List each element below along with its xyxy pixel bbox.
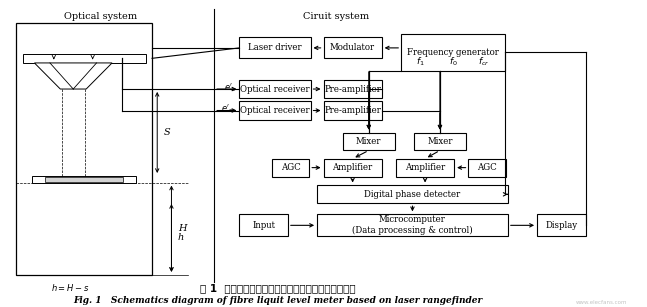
Text: Mixer: Mixer <box>356 137 382 146</box>
Bar <box>239 214 288 236</box>
Bar <box>401 34 505 71</box>
Bar <box>324 37 382 58</box>
Text: Amplifier: Amplifier <box>333 163 373 172</box>
Bar <box>317 214 508 236</box>
Bar <box>324 101 382 120</box>
Text: H: H <box>178 224 186 233</box>
Bar <box>537 214 586 236</box>
Text: $h=H-s$: $h=H-s$ <box>51 282 90 293</box>
Text: $e'_m$: $e'_m$ <box>221 103 236 115</box>
Bar <box>324 159 382 177</box>
Text: 图 1  基于相位法激光测距的光纤液位计系统原理框图: 图 1 基于相位法激光测距的光纤液位计系统原理框图 <box>201 283 356 293</box>
Text: Modulator: Modulator <box>330 43 375 52</box>
Bar <box>23 54 146 63</box>
Bar <box>16 23 152 275</box>
Bar <box>239 37 311 58</box>
Text: www.elecfans.com: www.elecfans.com <box>576 301 628 305</box>
Text: S: S <box>164 128 170 137</box>
Bar <box>239 101 311 120</box>
Text: $e'_s$: $e'_s$ <box>224 81 236 94</box>
Bar <box>343 133 395 150</box>
Text: h: h <box>178 233 184 243</box>
Bar <box>414 133 466 150</box>
Text: Laser driver: Laser driver <box>248 43 302 52</box>
Text: Display: Display <box>545 221 577 230</box>
Text: AGC: AGC <box>477 163 497 172</box>
Text: Optical system: Optical system <box>63 12 137 21</box>
Text: $f_0$: $f_0$ <box>448 56 457 68</box>
Text: Ciruit system: Ciruit system <box>303 12 369 21</box>
Text: $f_{cr}$: $f_{cr}$ <box>478 56 490 68</box>
Bar <box>45 177 123 182</box>
Bar <box>396 159 454 177</box>
Polygon shape <box>34 63 112 89</box>
Bar <box>32 176 136 183</box>
Text: Digital phase detecter: Digital phase detecter <box>364 190 461 199</box>
Text: Frequency generator: Frequency generator <box>407 48 499 57</box>
Text: $f_1$: $f_1$ <box>416 56 425 68</box>
Text: Optical receiver: Optical receiver <box>240 106 310 115</box>
Bar <box>324 80 382 98</box>
Text: Fig. 1   Schematics diagram of fibre liquit level meter based on laser rangefind: Fig. 1 Schematics diagram of fibre liqui… <box>74 296 483 305</box>
Text: Pre-amplifier: Pre-amplifier <box>324 106 381 115</box>
Text: Mixer: Mixer <box>427 137 453 146</box>
Bar <box>317 185 508 203</box>
Text: Microcomputer
(Data processing & control): Microcomputer (Data processing & control… <box>352 215 473 235</box>
Bar <box>239 80 311 98</box>
Text: Pre-amplifier: Pre-amplifier <box>324 84 381 94</box>
Text: Optical receiver: Optical receiver <box>240 84 310 94</box>
Bar <box>272 159 309 177</box>
Text: Amplifier: Amplifier <box>405 163 445 172</box>
Text: Input: Input <box>252 221 275 230</box>
Bar <box>468 159 506 177</box>
Text: AGC: AGC <box>281 163 300 172</box>
